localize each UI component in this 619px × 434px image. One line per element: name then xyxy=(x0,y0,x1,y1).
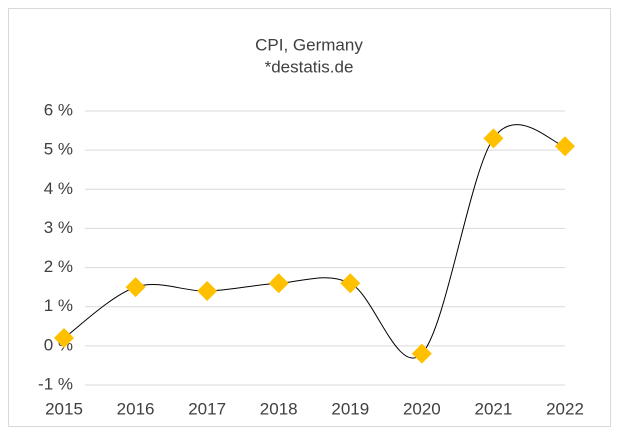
x-tick-label: 2016 xyxy=(117,399,155,418)
y-tick-label: 3 % xyxy=(44,218,73,237)
y-tick-label: 4 % xyxy=(44,179,73,198)
y-tick-label: 1 % xyxy=(44,296,73,315)
chart-title: CPI, Germany xyxy=(255,35,363,54)
y-tick-label: 2 % xyxy=(44,257,73,276)
data-marker xyxy=(483,128,504,149)
data-marker xyxy=(555,136,575,157)
chart-border xyxy=(8,8,611,427)
data-marker xyxy=(197,281,218,302)
x-tick-label: 2019 xyxy=(331,399,369,418)
x-tick-label: 2022 xyxy=(546,399,584,418)
x-tick-label: 2017 xyxy=(188,399,226,418)
data-marker xyxy=(268,273,289,294)
y-tick-label: 6 % xyxy=(44,100,73,119)
x-tick-label: 2021 xyxy=(475,399,513,418)
x-tick-label: 2015 xyxy=(45,399,83,418)
y-tick-label: -1 % xyxy=(38,374,73,393)
x-tick-label: 2020 xyxy=(403,399,441,418)
data-marker xyxy=(54,328,74,349)
data-marker xyxy=(411,343,432,364)
chart-subtitle: *destatis.de xyxy=(265,57,354,76)
data-marker xyxy=(125,277,146,298)
y-tick-label: 5 % xyxy=(44,140,73,159)
x-tick-label: 2018 xyxy=(260,399,298,418)
data-marker xyxy=(340,273,361,294)
